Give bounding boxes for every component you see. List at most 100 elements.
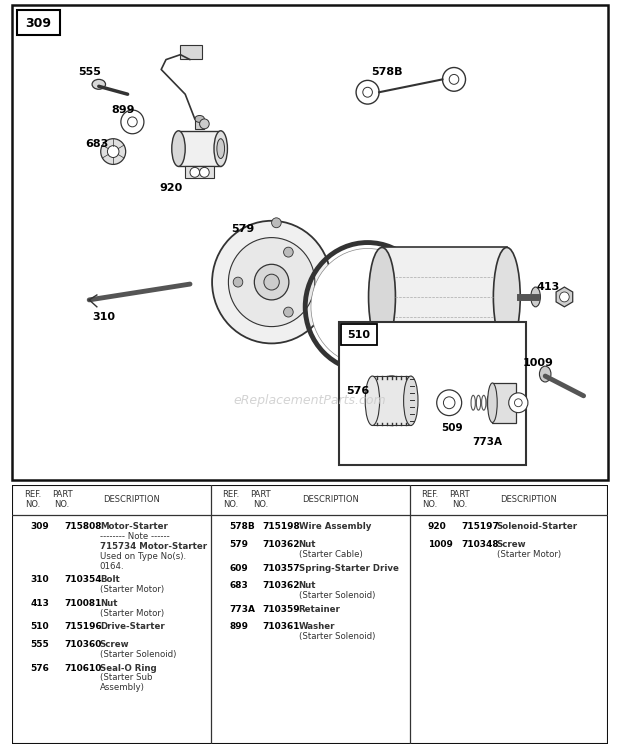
- Ellipse shape: [373, 376, 411, 426]
- Text: 710360: 710360: [64, 640, 102, 649]
- Bar: [492, 383, 516, 423]
- Text: PART
NO.: PART NO.: [51, 490, 73, 509]
- Text: 1009: 1009: [428, 540, 453, 549]
- Text: Washer: Washer: [299, 623, 335, 632]
- Text: REF.
NO.: REF. NO.: [421, 490, 438, 509]
- Text: 509: 509: [441, 423, 463, 434]
- Text: 773A: 773A: [229, 605, 255, 614]
- Text: (Starter Motor): (Starter Motor): [497, 550, 561, 559]
- Text: DESCRIPTION: DESCRIPTION: [500, 496, 557, 504]
- Text: (Starter Solenoid): (Starter Solenoid): [100, 650, 176, 659]
- Text: 310: 310: [92, 312, 115, 321]
- Text: Solenoid-Starter: Solenoid-Starter: [497, 522, 578, 531]
- Text: 578B: 578B: [371, 68, 402, 77]
- Circle shape: [100, 138, 126, 164]
- Circle shape: [272, 218, 281, 228]
- Text: 555: 555: [30, 640, 49, 649]
- Circle shape: [128, 117, 137, 126]
- Text: Seal-O Ring: Seal-O Ring: [100, 664, 156, 673]
- Text: 710610: 710610: [64, 664, 102, 673]
- Text: 1009: 1009: [523, 358, 554, 368]
- Text: 683: 683: [229, 581, 248, 590]
- Circle shape: [254, 264, 289, 300]
- Text: Motor-Starter: Motor-Starter: [100, 522, 168, 531]
- Circle shape: [443, 397, 455, 408]
- Circle shape: [200, 119, 209, 129]
- Bar: [17, 10, 60, 35]
- Text: (Starter Motor): (Starter Motor): [100, 585, 164, 594]
- Ellipse shape: [404, 376, 418, 426]
- Text: 579: 579: [229, 540, 248, 549]
- Bar: [341, 324, 377, 345]
- Bar: [404, 344, 427, 364]
- Ellipse shape: [531, 287, 541, 307]
- Text: REF.
NO.: REF. NO.: [24, 490, 41, 509]
- Circle shape: [363, 87, 373, 97]
- Text: REF.
NO.: REF. NO.: [223, 490, 239, 509]
- Text: 710359: 710359: [263, 605, 301, 614]
- Text: 579: 579: [231, 224, 254, 234]
- Circle shape: [107, 146, 119, 158]
- Circle shape: [410, 350, 422, 362]
- Text: Nut: Nut: [299, 581, 316, 590]
- Ellipse shape: [195, 115, 205, 123]
- Circle shape: [212, 221, 331, 344]
- Text: 920: 920: [428, 522, 446, 531]
- Circle shape: [283, 307, 293, 317]
- Circle shape: [200, 167, 209, 177]
- Ellipse shape: [494, 248, 520, 347]
- Ellipse shape: [487, 383, 497, 423]
- Text: 576: 576: [347, 386, 370, 396]
- Ellipse shape: [311, 248, 424, 365]
- Text: 715196: 715196: [64, 623, 102, 632]
- Text: Retainer: Retainer: [299, 605, 340, 614]
- Text: Nut: Nut: [100, 599, 117, 608]
- Bar: [462, 344, 485, 364]
- Text: (Starter Cable): (Starter Cable): [299, 550, 362, 559]
- Ellipse shape: [214, 131, 228, 167]
- Text: 710362: 710362: [263, 540, 300, 549]
- Text: Spring-Starter Drive: Spring-Starter Drive: [299, 563, 399, 573]
- Ellipse shape: [172, 131, 185, 167]
- Text: Bolt: Bolt: [100, 575, 120, 584]
- Ellipse shape: [368, 248, 396, 347]
- Text: 555: 555: [78, 68, 100, 77]
- Circle shape: [450, 74, 459, 84]
- Text: 710348: 710348: [461, 540, 499, 549]
- Ellipse shape: [539, 366, 551, 382]
- Bar: [373, 376, 411, 426]
- Text: (Starter Solenoid): (Starter Solenoid): [299, 591, 375, 600]
- Text: PART
NO.: PART NO.: [250, 490, 271, 509]
- Text: 310: 310: [30, 575, 49, 584]
- Text: Drive-Starter: Drive-Starter: [100, 623, 164, 632]
- Text: 899: 899: [229, 623, 248, 632]
- Text: 715734 Motor-Starter: 715734 Motor-Starter: [100, 542, 207, 551]
- Text: 710081: 710081: [64, 599, 102, 608]
- Text: 899: 899: [111, 105, 135, 115]
- Text: 710361: 710361: [263, 623, 300, 632]
- Text: 710354: 710354: [64, 575, 102, 584]
- Circle shape: [228, 237, 315, 327]
- Text: 715198: 715198: [263, 522, 301, 531]
- Text: 309: 309: [30, 522, 49, 531]
- Text: 609: 609: [229, 563, 248, 573]
- Circle shape: [560, 292, 569, 302]
- Bar: [179, 131, 221, 167]
- Circle shape: [264, 275, 279, 290]
- Text: (Starter Sub: (Starter Sub: [100, 673, 153, 682]
- Text: Wire Assembly: Wire Assembly: [299, 522, 371, 531]
- Text: 773A: 773A: [472, 437, 503, 447]
- Text: PART
NO.: PART NO.: [449, 490, 469, 509]
- Text: 309: 309: [25, 16, 51, 30]
- Ellipse shape: [92, 80, 105, 89]
- Text: 510: 510: [347, 330, 371, 339]
- Text: DESCRIPTION: DESCRIPTION: [103, 496, 160, 504]
- Text: eReplacementParts.com: eReplacementParts.com: [234, 394, 386, 407]
- Circle shape: [356, 80, 379, 104]
- Text: 715197: 715197: [461, 522, 499, 531]
- Ellipse shape: [217, 138, 224, 158]
- Text: 578B: 578B: [229, 522, 255, 531]
- Text: Screw: Screw: [497, 540, 526, 549]
- Bar: [180, 45, 202, 59]
- Circle shape: [190, 167, 200, 177]
